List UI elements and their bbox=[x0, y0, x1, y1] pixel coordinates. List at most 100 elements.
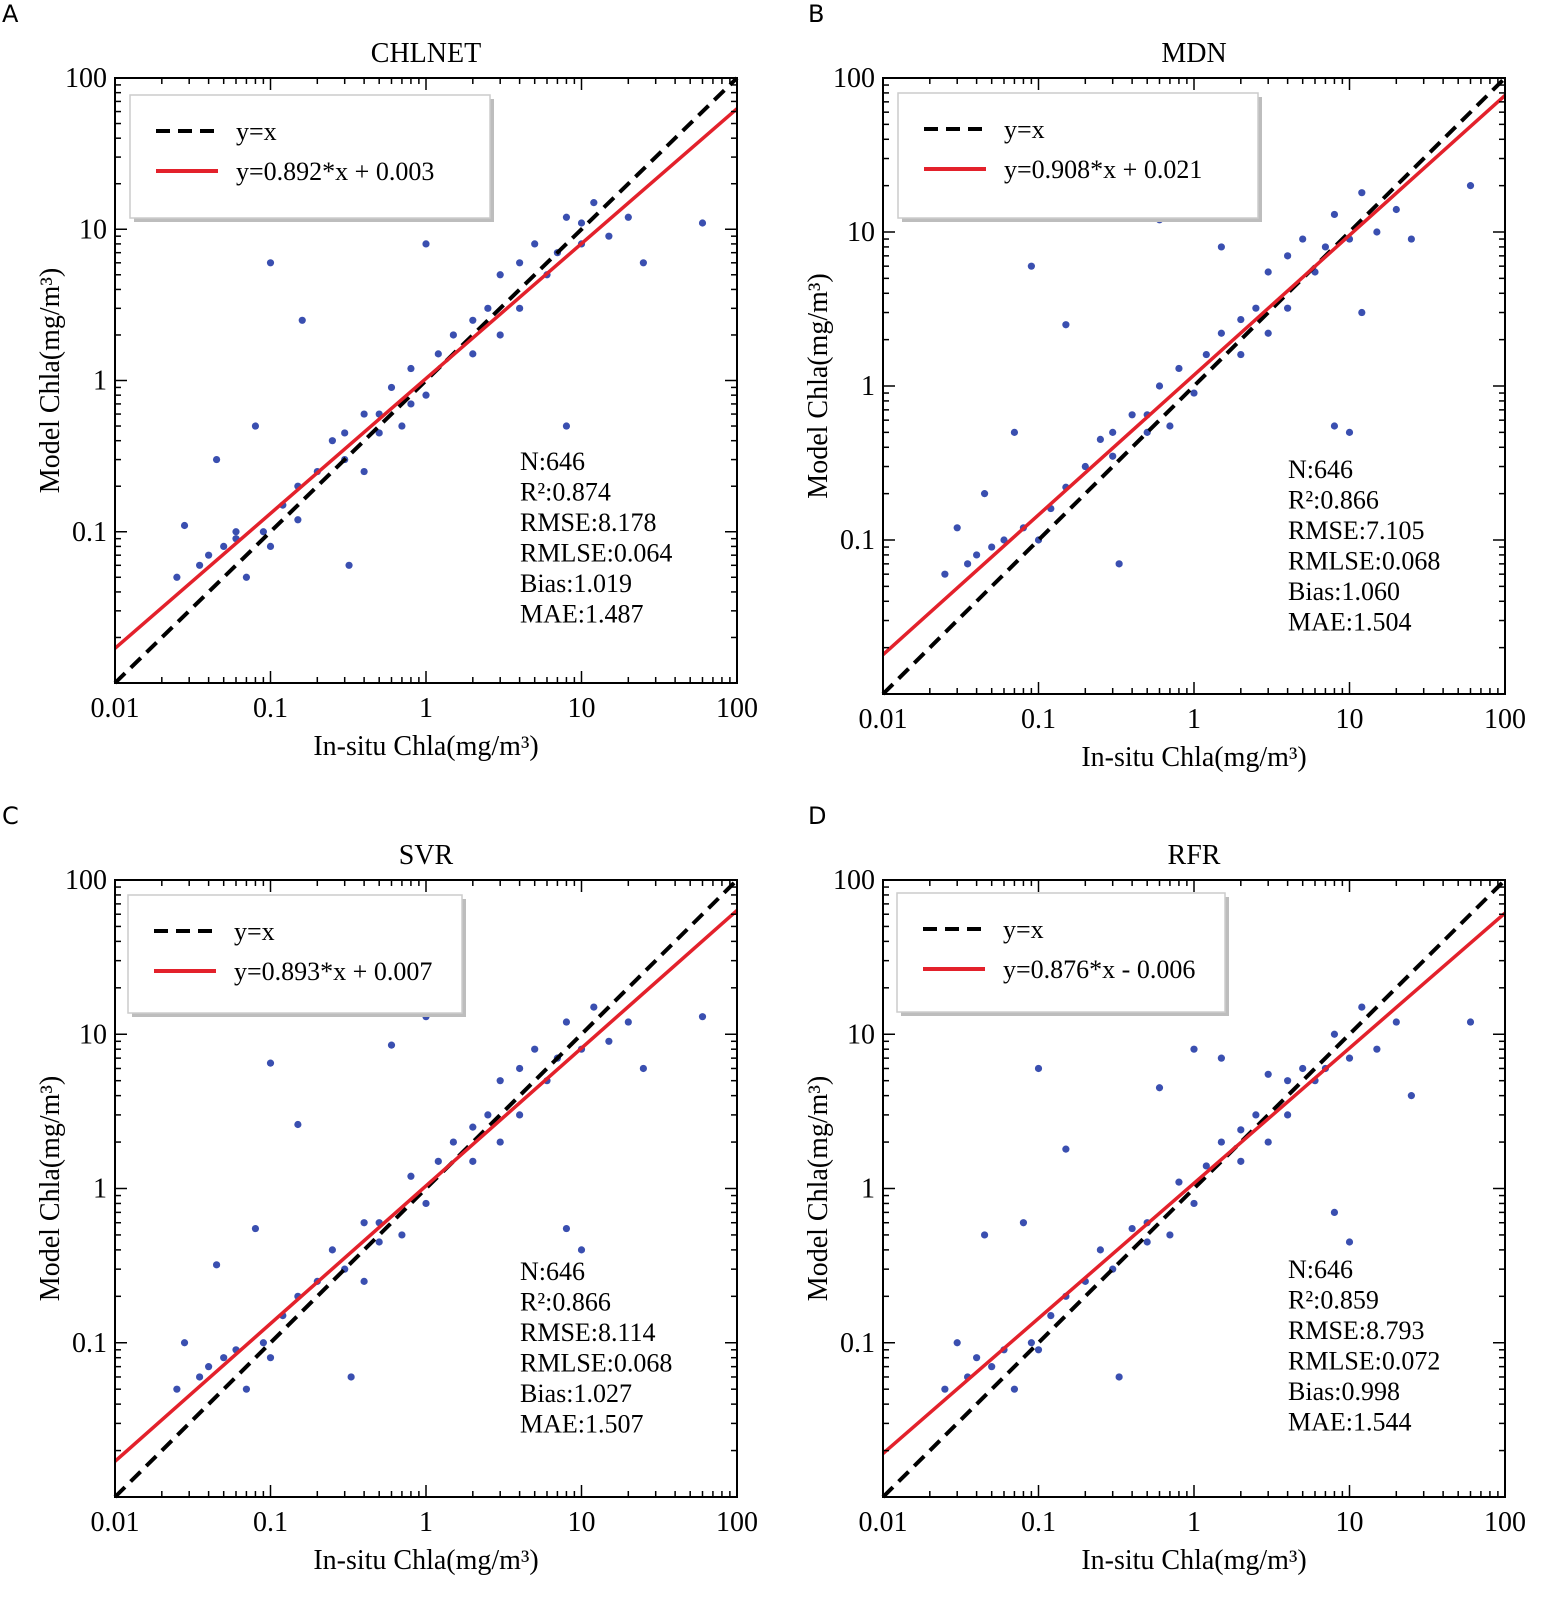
fit-line bbox=[881, 94, 1507, 657]
data-point bbox=[1166, 1231, 1174, 1239]
panel-letter: D bbox=[808, 802, 826, 830]
stat-line: MAE:1.504 bbox=[1288, 608, 1412, 637]
data-point bbox=[434, 350, 442, 358]
data-point bbox=[1155, 382, 1164, 390]
data-point bbox=[220, 542, 228, 551]
legend-box bbox=[897, 92, 1259, 219]
x-tick-label: 0.1 bbox=[253, 1507, 288, 1538]
data-point bbox=[180, 1339, 189, 1347]
data-point bbox=[1345, 1054, 1354, 1062]
data-point bbox=[1252, 304, 1260, 312]
data-point bbox=[1217, 1054, 1225, 1062]
x-tick-label: 10 bbox=[568, 1507, 596, 1538]
panel-c: C SVR 0.01 0.1 0.1 1 1 10 10 100 100 In-situ Chla(m… bbox=[2, 802, 758, 1576]
data-point bbox=[1047, 1311, 1055, 1320]
data-point bbox=[1019, 1219, 1028, 1227]
x-tick-label: 10 bbox=[1336, 1507, 1364, 1538]
data-point bbox=[205, 551, 213, 559]
stat-line: Bias:1.060 bbox=[1288, 577, 1400, 606]
data-point bbox=[941, 570, 949, 578]
stat-line: Bias:1.027 bbox=[520, 1379, 632, 1408]
data-point bbox=[624, 213, 632, 221]
data-point bbox=[266, 542, 275, 551]
data-point bbox=[1010, 1385, 1019, 1393]
data-point bbox=[1284, 304, 1292, 312]
data-point bbox=[562, 1018, 571, 1026]
stat-line: N:646 bbox=[1288, 1255, 1353, 1284]
data-point bbox=[407, 364, 415, 373]
legend-label: y=0.908*x + 0.021 bbox=[1004, 155, 1202, 184]
data-point bbox=[1358, 1003, 1366, 1011]
y-tick-label: 1 bbox=[861, 371, 875, 402]
stat-line: R²:0.874 bbox=[520, 478, 611, 507]
data-point bbox=[1237, 1157, 1245, 1165]
stat-line: RMSE:8.114 bbox=[520, 1318, 656, 1347]
identity-line bbox=[113, 76, 739, 685]
data-point bbox=[1264, 268, 1272, 276]
data-point bbox=[1217, 1138, 1225, 1146]
y-tick-label: 1 bbox=[93, 1174, 107, 1205]
x-tick-label: 1 bbox=[1187, 704, 1201, 735]
panel-d: D RFR 0.01 0.1 0.1 1 1 10 10 100 100 In-situ Chla(m… bbox=[803, 802, 1526, 1576]
legend-label: y=0.892*x + 0.003 bbox=[236, 157, 434, 186]
data-point bbox=[1330, 422, 1339, 430]
y-tick-label: 1 bbox=[93, 366, 107, 397]
data-point bbox=[422, 391, 430, 399]
stat-line: N:646 bbox=[520, 447, 585, 476]
x-tick-label: 0.1 bbox=[1021, 704, 1056, 735]
data-point bbox=[577, 1246, 586, 1254]
data-point bbox=[1345, 1238, 1354, 1246]
legend-box bbox=[896, 892, 1226, 1013]
data-point bbox=[1190, 1199, 1198, 1208]
fit-line bbox=[881, 911, 1507, 1455]
data-point bbox=[196, 561, 204, 569]
y-tick-label: 0.1 bbox=[840, 1328, 875, 1359]
legend-label: y=x bbox=[1003, 915, 1044, 944]
data-point bbox=[294, 516, 302, 524]
data-point bbox=[1175, 1178, 1183, 1186]
data-point bbox=[1392, 205, 1400, 214]
data-point bbox=[496, 271, 504, 279]
x-axis-label: In-situ Chla(mg/m³) bbox=[1081, 742, 1306, 773]
stat-line: RMLSE:0.068 bbox=[520, 1349, 672, 1378]
data-point bbox=[1217, 329, 1225, 337]
data-point bbox=[1034, 1346, 1043, 1354]
stat-line: RMLSE:0.068 bbox=[1288, 547, 1440, 576]
data-point bbox=[387, 1041, 396, 1049]
data-point bbox=[1081, 462, 1089, 471]
x-tick-label: 1 bbox=[419, 693, 433, 724]
data-point bbox=[298, 316, 306, 324]
data-point bbox=[449, 1138, 457, 1146]
data-point bbox=[964, 560, 972, 568]
y-tick-label: 10 bbox=[79, 214, 107, 245]
data-point bbox=[1217, 243, 1225, 251]
x-tick-label: 100 bbox=[716, 1507, 758, 1538]
data-point bbox=[624, 1018, 632, 1026]
data-point bbox=[1190, 389, 1198, 397]
data-point bbox=[1358, 308, 1366, 317]
stat-line: N:646 bbox=[520, 1257, 585, 1286]
data-point bbox=[1345, 428, 1354, 436]
data-point bbox=[562, 213, 571, 221]
data-point bbox=[1237, 1126, 1245, 1134]
legend-box bbox=[129, 94, 491, 219]
data-point bbox=[516, 1064, 524, 1073]
data-point bbox=[259, 528, 267, 536]
data-point bbox=[1252, 1111, 1260, 1119]
data-point bbox=[259, 1339, 267, 1347]
panel-letter: C bbox=[2, 802, 19, 830]
data-point bbox=[484, 1111, 492, 1119]
identity-line bbox=[113, 878, 739, 1499]
data-point bbox=[328, 1246, 336, 1254]
y-tick-label: 10 bbox=[847, 217, 875, 248]
data-point bbox=[1284, 252, 1292, 260]
y-axis-label: Model Chla(mg/m³) bbox=[803, 273, 834, 498]
data-point bbox=[484, 304, 492, 312]
data-point bbox=[1373, 1045, 1381, 1053]
data-point bbox=[360, 467, 368, 476]
data-point bbox=[212, 455, 221, 464]
stat-line: RMLSE:0.064 bbox=[520, 539, 672, 568]
data-point bbox=[698, 1013, 707, 1021]
data-point bbox=[973, 1354, 981, 1362]
data-point bbox=[220, 1354, 228, 1362]
